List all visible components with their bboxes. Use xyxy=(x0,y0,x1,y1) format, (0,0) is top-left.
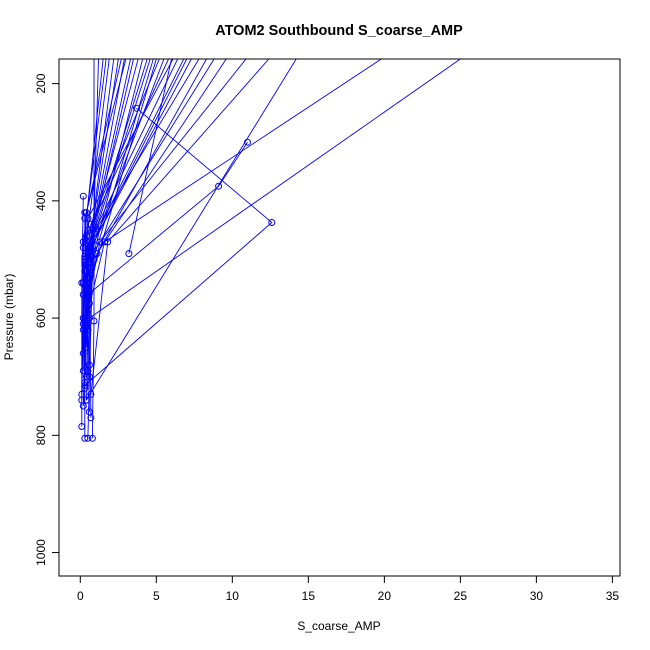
x-tick-label: 0 xyxy=(77,589,84,603)
x-tick-label: 35 xyxy=(606,589,620,603)
data-point xyxy=(79,326,87,334)
y-tick-label: 400 xyxy=(34,191,48,211)
series-line xyxy=(87,59,382,313)
x-axis-label: S_coarse_AMP xyxy=(297,619,380,633)
x-tick-label: 10 xyxy=(226,589,240,603)
series-line xyxy=(82,59,151,330)
data-point xyxy=(81,434,89,442)
data-point xyxy=(85,299,93,307)
data-point xyxy=(87,253,95,260)
y-tick-label: 200 xyxy=(34,73,48,93)
data-point xyxy=(79,192,87,200)
y-tick-label: 1000 xyxy=(34,539,48,566)
series-line xyxy=(84,59,169,257)
data-point xyxy=(81,338,89,345)
x-tick-label: 20 xyxy=(378,589,392,603)
data-point xyxy=(82,396,90,404)
y-axis-label: Pressure (mbar) xyxy=(2,274,16,361)
series-line xyxy=(85,59,131,295)
series-line xyxy=(89,59,461,319)
data-point xyxy=(268,219,276,226)
series-line xyxy=(87,141,248,295)
plot-frame xyxy=(58,58,621,577)
series-layer xyxy=(78,59,461,442)
series-line xyxy=(84,107,273,386)
series-line xyxy=(88,59,215,304)
y-tick-label: 600 xyxy=(34,308,48,328)
data-point xyxy=(125,250,133,258)
series-line xyxy=(81,59,107,401)
data-point xyxy=(133,104,140,112)
x-tick-label: 5 xyxy=(153,589,160,603)
data-point xyxy=(215,182,223,190)
y-tick-label: 800 xyxy=(34,425,48,445)
data-point xyxy=(88,434,96,442)
chart-title: ATOM2 Southbound S_coarse_AMP xyxy=(215,23,463,39)
data-point xyxy=(85,373,93,381)
data-point xyxy=(244,138,251,146)
data-point xyxy=(79,367,87,375)
y-axis: 200 400 600 800 1000 xyxy=(34,73,60,566)
x-tick-label: 30 xyxy=(530,589,544,603)
data-point xyxy=(87,414,95,422)
data-point xyxy=(82,232,90,240)
series-line xyxy=(90,59,270,395)
data-point xyxy=(81,261,89,269)
x-tick-label: 15 xyxy=(302,589,316,603)
series-line xyxy=(128,59,172,254)
series-line xyxy=(86,59,297,401)
series-line xyxy=(82,59,110,354)
x-tick-label: 25 xyxy=(454,589,468,603)
data-point xyxy=(78,396,86,404)
x-axis: 0 5 10 15 20 25 30 35 xyxy=(77,575,620,603)
series-line xyxy=(85,59,192,348)
